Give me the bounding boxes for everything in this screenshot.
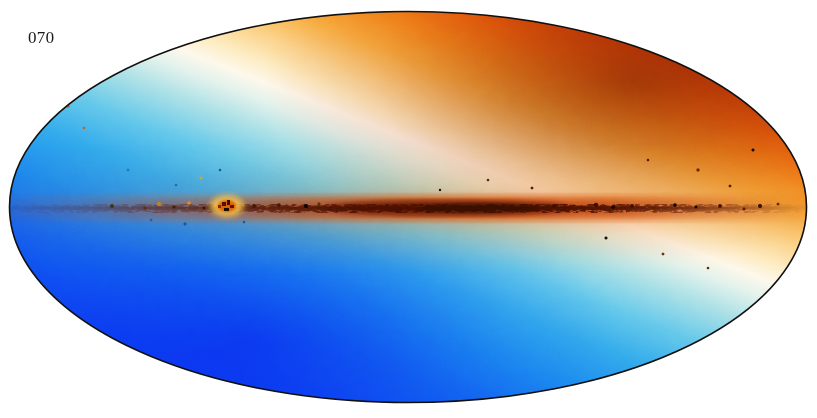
- projection-outline: [8, 10, 808, 404]
- frequency-band-label: 070: [28, 28, 55, 47]
- sky-map-canvas: [8, 10, 808, 404]
- mollweide-projection: [8, 10, 808, 404]
- fine-noise-texture: [9, 11, 807, 403]
- sky-content-group: [9, 11, 807, 403]
